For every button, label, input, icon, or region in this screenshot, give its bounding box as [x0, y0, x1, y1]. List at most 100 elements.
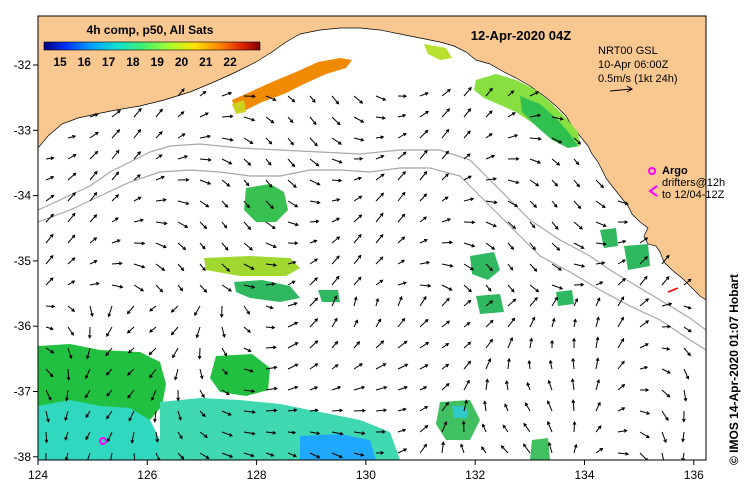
- current-arrow: [617, 277, 626, 286]
- current-arrow: [331, 452, 343, 459]
- current-arrow: [483, 400, 487, 412]
- current-arrow: [64, 452, 69, 460]
- current-arrow: [309, 219, 320, 224]
- current-arrow: [463, 220, 476, 225]
- current-arrow: [529, 136, 542, 141]
- current-arrow: [111, 217, 119, 223]
- current-arrow: [265, 179, 273, 188]
- current-arrow: [67, 212, 76, 223]
- current-arrow: [595, 281, 604, 286]
- current-arrow: [463, 108, 472, 118]
- current-arrow: [353, 431, 366, 436]
- current-arrow: [571, 357, 576, 370]
- current-arrow: [199, 368, 204, 380]
- current-arrow: [45, 304, 56, 309]
- current-arrow: [265, 200, 274, 210]
- x-tick-label: 130: [356, 468, 376, 482]
- current-arrow: [504, 403, 509, 412]
- current-arrow: [221, 368, 228, 375]
- current-arrow: [331, 317, 338, 328]
- current-arrow: [463, 321, 471, 328]
- current-arrow: [507, 298, 517, 307]
- current-arrow: [287, 116, 294, 124]
- current-arrow: [529, 284, 540, 293]
- current-arrow: [419, 193, 428, 202]
- current-arrow: [441, 420, 448, 433]
- current-arrow: [155, 221, 168, 226]
- current-arrow: [375, 192, 385, 202]
- current-arrow: [639, 431, 650, 439]
- current-arrow: [485, 357, 492, 370]
- current-arrow: [419, 260, 431, 265]
- current-arrow: [485, 319, 494, 328]
- current-arrow: [149, 326, 157, 333]
- current-arrow: [111, 149, 120, 160]
- current-arrow: [419, 318, 429, 328]
- current-arrow: [502, 424, 509, 433]
- current-arrow: [485, 177, 498, 181]
- current-arrow: [353, 452, 365, 457]
- current-arrow: [375, 95, 387, 101]
- current-arrow: [287, 241, 299, 246]
- current-arrow: [287, 321, 299, 328]
- current-legend-line1: NRT00 GSL: [598, 45, 658, 57]
- x-tick-label: 124: [28, 468, 48, 482]
- current-arrow: [177, 410, 182, 421]
- current-arrow: [111, 194, 120, 202]
- current-arrow: [617, 383, 626, 391]
- current-arrow: [287, 179, 297, 189]
- current-arrow: [617, 296, 625, 307]
- current-arrow: [375, 116, 386, 120]
- current-arrow: [375, 154, 385, 160]
- current-arrow: [353, 156, 364, 161]
- current-arrow: [265, 386, 278, 391]
- current-arrow: [397, 281, 408, 286]
- current-arrow: [221, 242, 229, 251]
- current-arrow: [67, 192, 76, 202]
- current-arrow: [177, 431, 183, 440]
- current-arrow: [155, 263, 166, 271]
- current-arrow: [221, 91, 233, 97]
- current-arrow: [309, 318, 319, 328]
- current-arrow: [331, 364, 339, 370]
- current-arrow: [45, 347, 55, 354]
- current-arrow: [45, 326, 54, 331]
- current-arrow: [287, 302, 298, 307]
- current-arrow: [67, 257, 76, 265]
- colorbar-tick-label: 17: [102, 55, 116, 69]
- current-arrow: [617, 259, 626, 265]
- current-arrow: [397, 428, 407, 433]
- y-tick-label: -35: [14, 254, 32, 268]
- current-arrow: [221, 200, 229, 208]
- current-arrow: [523, 422, 531, 433]
- current-arrow: [155, 108, 163, 118]
- current-arrow: [397, 171, 406, 181]
- current-arrow: [331, 275, 340, 286]
- current-arrow: [265, 158, 272, 166]
- x-axis: 124 126 128 130 132 134 136: [28, 460, 704, 482]
- y-axis: -32 -33 -34 -35 -36 -37 -38: [14, 58, 38, 464]
- current-arrow: [419, 283, 432, 288]
- current-arrow: [617, 316, 624, 328]
- current-arrow: [595, 316, 600, 328]
- current-arrow: [461, 420, 466, 433]
- current-arrow: [133, 128, 142, 139]
- current-arrow: [419, 443, 428, 454]
- current-arrow: [375, 363, 387, 370]
- current-arrow: [287, 452, 297, 458]
- current-arrow: [353, 137, 365, 142]
- current-arrow: [353, 195, 363, 202]
- current-arrow: [529, 316, 536, 328]
- current-arrow: [199, 284, 208, 293]
- current-arrow: [243, 284, 256, 289]
- drifter-legend-icon: [648, 185, 658, 197]
- current-arrow: [174, 368, 179, 381]
- current-arrow: [397, 317, 406, 328]
- x-tick-label: 126: [137, 468, 157, 482]
- current-arrow: [500, 445, 509, 454]
- current-arrow: [441, 297, 450, 307]
- current-arrow: [155, 242, 167, 249]
- current-arrow: [485, 87, 493, 97]
- current-arrow: [639, 256, 648, 265]
